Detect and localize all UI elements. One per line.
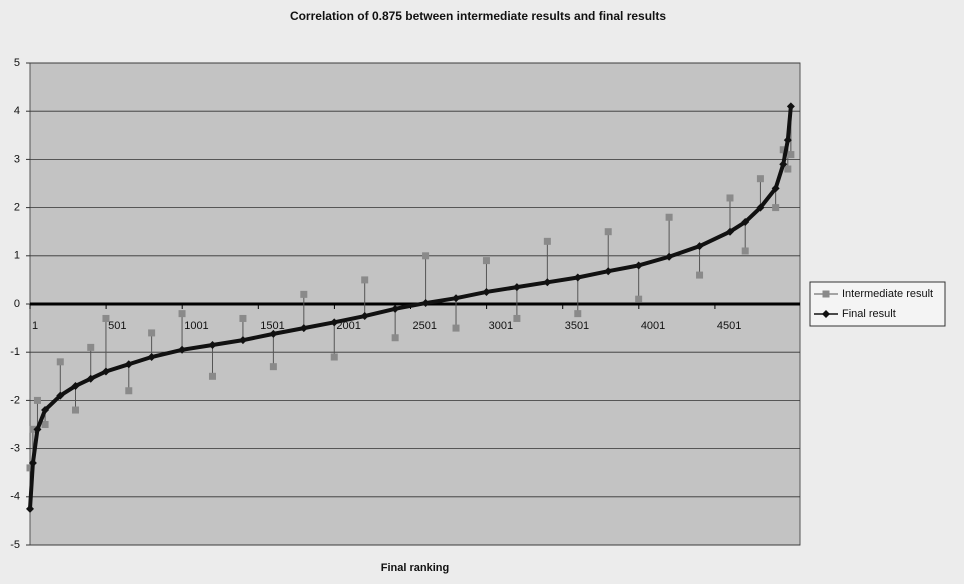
y-tick-label: 3	[14, 153, 20, 165]
x-tick-label: 1	[32, 320, 38, 332]
series-marker	[238, 336, 247, 345]
series-marker	[604, 228, 612, 236]
series-marker	[452, 324, 460, 332]
chart-title: Correlation of 0.875 between intermediat…	[290, 9, 666, 23]
series-marker	[26, 464, 34, 472]
series-marker	[452, 294, 461, 303]
series-marker	[178, 345, 187, 354]
series-marker	[634, 261, 643, 270]
series-marker	[786, 102, 795, 111]
y-tick-label: -3	[10, 443, 20, 455]
series-marker	[26, 504, 34, 513]
series-marker	[573, 273, 582, 282]
x-axis-label: Final ranking	[381, 562, 449, 574]
series-marker	[330, 353, 338, 361]
series-marker	[391, 304, 400, 313]
y-tick-label: 0	[14, 298, 20, 310]
series-marker	[56, 391, 65, 400]
series-marker	[756, 175, 764, 183]
series-marker	[208, 340, 217, 349]
legend	[809, 281, 946, 327]
series-marker	[725, 227, 734, 236]
series-marker	[124, 360, 133, 369]
x-tick-label: 3001	[489, 320, 513, 332]
y-tick-label: -1	[10, 346, 20, 358]
series-marker	[269, 329, 278, 338]
series-marker	[513, 314, 521, 322]
y-tick-label: -5	[10, 539, 20, 551]
series-marker	[360, 312, 369, 321]
series-marker	[741, 247, 749, 255]
series-marker	[756, 203, 765, 212]
legend-label: Intermediate result	[842, 288, 933, 300]
series-marker	[33, 425, 42, 434]
series-marker	[635, 295, 643, 303]
series-marker	[300, 290, 308, 298]
x-tick-label: 1501	[260, 320, 284, 332]
y-tick-label: -2	[10, 394, 20, 406]
series-marker	[28, 459, 37, 468]
series-marker	[102, 314, 110, 322]
series-marker	[772, 204, 780, 212]
x-tick-label: 501	[108, 320, 126, 332]
series-marker	[787, 151, 795, 159]
x-tick-label: 2001	[336, 320, 360, 332]
series-marker	[29, 425, 37, 433]
y-tick-label: -4	[10, 491, 20, 503]
series-marker	[33, 396, 41, 404]
series-marker	[41, 421, 49, 428]
series-marker	[330, 318, 339, 327]
series-marker	[299, 324, 308, 333]
series-marker	[779, 160, 788, 169]
series-marker	[784, 165, 792, 173]
series-marker	[726, 194, 734, 202]
series-marker	[482, 287, 491, 296]
series-marker	[422, 252, 430, 260]
series-marker	[741, 218, 750, 227]
series-marker	[543, 237, 551, 245]
x-tick-label: 3501	[565, 320, 589, 332]
series-marker	[208, 372, 216, 380]
x-tick-label: 2501	[413, 320, 437, 332]
series-marker	[695, 242, 704, 251]
series-marker	[125, 387, 133, 395]
y-tick-label: 4	[14, 105, 20, 117]
series-marker	[665, 213, 673, 221]
legend-marker	[822, 290, 830, 298]
series-marker	[361, 276, 369, 284]
y-tick-label: 2	[14, 202, 20, 214]
y-tick-label: 5	[14, 57, 20, 69]
series-marker	[86, 374, 95, 383]
series-marker	[72, 406, 80, 414]
series-marker	[421, 299, 430, 308]
series-marker	[604, 267, 613, 276]
series-marker	[147, 353, 156, 362]
series-marker	[779, 146, 787, 154]
series-marker	[482, 257, 490, 265]
x-tick-label: 1001	[184, 320, 208, 332]
legend-marker	[822, 310, 830, 318]
series-marker	[543, 278, 552, 287]
y-tick-label: 1	[14, 250, 20, 262]
series-marker	[771, 184, 780, 193]
x-tick-label: 4001	[641, 320, 665, 332]
series-marker	[101, 367, 110, 376]
x-tick-label: 4501	[717, 320, 741, 332]
series-marker	[696, 271, 704, 279]
series-marker	[56, 358, 64, 366]
series-marker	[512, 283, 521, 292]
series-marker	[665, 252, 674, 261]
series-marker	[87, 343, 95, 351]
series-marker	[178, 310, 186, 318]
series-marker	[269, 363, 277, 371]
legend-label: Final result	[842, 308, 896, 320]
series-marker	[71, 381, 80, 390]
series-marker	[783, 136, 792, 145]
series-marker	[574, 310, 582, 318]
series-marker	[41, 406, 50, 415]
series-marker	[148, 329, 156, 337]
series-marker	[239, 314, 247, 322]
series-marker	[391, 334, 399, 342]
